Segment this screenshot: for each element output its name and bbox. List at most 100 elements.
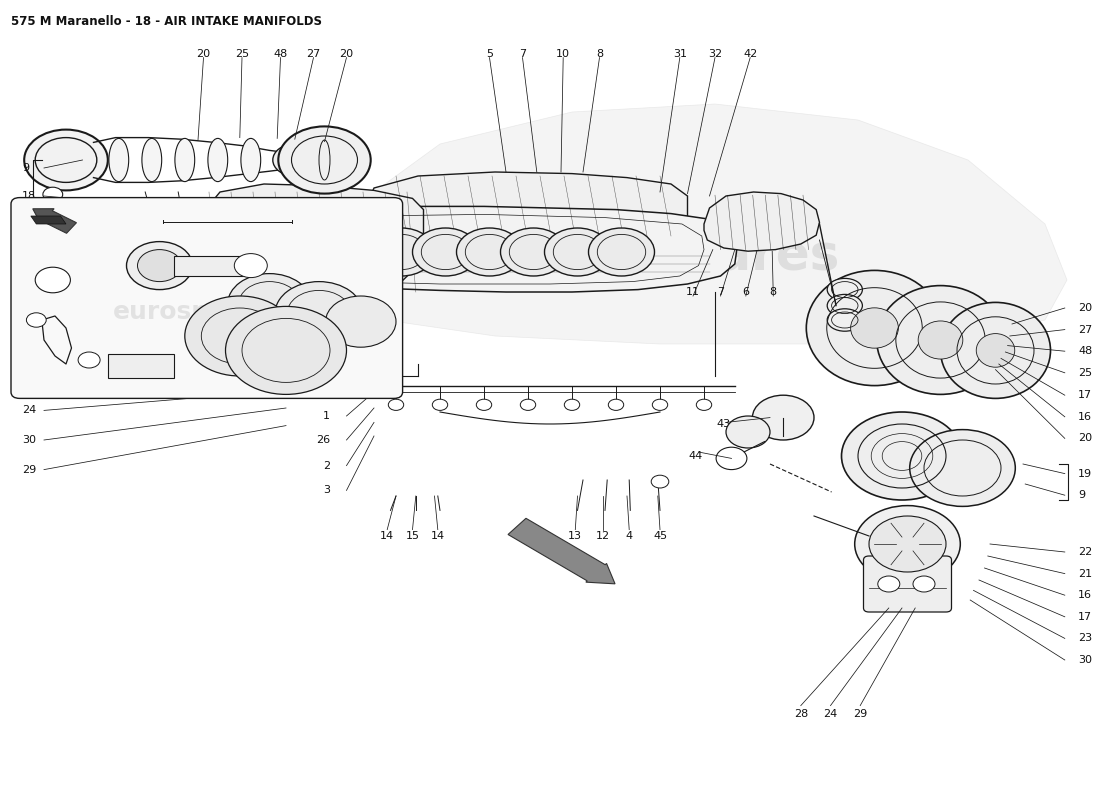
Circle shape — [306, 210, 389, 270]
Text: 17: 17 — [22, 259, 36, 269]
Circle shape — [456, 228, 522, 276]
Text: 16: 16 — [1078, 412, 1092, 422]
Circle shape — [126, 242, 192, 290]
Text: 44: 44 — [689, 451, 702, 461]
Text: eurospares: eurospares — [178, 322, 372, 350]
Circle shape — [432, 399, 448, 410]
Text: 34: 34 — [46, 277, 59, 286]
Text: 8: 8 — [770, 287, 777, 297]
Text: 12: 12 — [596, 531, 609, 541]
Text: 7: 7 — [717, 287, 724, 297]
Text: 33: 33 — [46, 303, 59, 313]
Text: 30: 30 — [22, 435, 36, 445]
Text: 15: 15 — [406, 531, 419, 541]
Text: 35: 35 — [230, 219, 243, 229]
Bar — [108, 354, 174, 378]
Ellipse shape — [827, 278, 862, 301]
Text: 23: 23 — [22, 347, 36, 357]
Text: 8: 8 — [596, 49, 603, 58]
FancyArrow shape — [33, 209, 77, 234]
Circle shape — [79, 216, 101, 232]
Text: 2: 2 — [323, 461, 330, 470]
Text: eurospares: eurospares — [524, 232, 840, 280]
Text: 32: 32 — [708, 49, 722, 58]
Text: 16: 16 — [22, 231, 36, 241]
Text: 16: 16 — [1078, 590, 1092, 600]
Circle shape — [326, 296, 396, 347]
Text: 575 M Maranello - 18 - AIR INTAKE MANIFOLDS: 575 M Maranello - 18 - AIR INTAKE MANIFO… — [11, 15, 322, 28]
Text: 6: 6 — [742, 287, 749, 297]
Text: 4: 4 — [626, 531, 632, 541]
Text: 28: 28 — [22, 377, 36, 386]
Text: 14: 14 — [431, 531, 444, 541]
Text: 20: 20 — [197, 49, 210, 58]
Circle shape — [273, 144, 317, 176]
Text: 13: 13 — [569, 531, 582, 541]
Bar — [174, 256, 245, 276]
Text: 9: 9 — [1078, 490, 1085, 500]
Circle shape — [476, 399, 492, 410]
Text: 26: 26 — [316, 435, 330, 445]
Text: 37: 37 — [189, 239, 202, 249]
Ellipse shape — [109, 138, 129, 182]
Ellipse shape — [827, 309, 862, 331]
Circle shape — [226, 306, 346, 394]
Text: 9: 9 — [22, 163, 29, 173]
Ellipse shape — [175, 138, 195, 182]
FancyBboxPatch shape — [11, 198, 403, 398]
Ellipse shape — [142, 138, 162, 182]
Ellipse shape — [940, 302, 1050, 398]
Text: 25: 25 — [235, 49, 249, 58]
Circle shape — [564, 399, 580, 410]
Circle shape — [78, 202, 102, 220]
Text: 19: 19 — [1078, 469, 1092, 478]
Ellipse shape — [850, 308, 899, 348]
Text: 10: 10 — [557, 49, 570, 58]
Circle shape — [716, 447, 747, 470]
Circle shape — [24, 130, 108, 190]
Text: 24: 24 — [824, 710, 837, 719]
Text: 48: 48 — [1078, 346, 1092, 356]
Text: 24: 24 — [22, 406, 36, 415]
Ellipse shape — [877, 286, 1004, 394]
PathPatch shape — [198, 184, 424, 304]
Text: eurospares: eurospares — [113, 300, 272, 324]
Text: 45: 45 — [653, 531, 667, 541]
Text: 11: 11 — [686, 287, 700, 297]
Text: 27: 27 — [1078, 325, 1092, 334]
Text: 7: 7 — [519, 49, 526, 58]
Text: 31: 31 — [673, 49, 686, 58]
Circle shape — [869, 516, 946, 572]
Text: 25: 25 — [1078, 368, 1092, 378]
Text: 27: 27 — [307, 49, 320, 58]
Text: 29: 29 — [22, 465, 36, 474]
Text: 36: 36 — [156, 239, 169, 249]
Circle shape — [368, 228, 434, 276]
Text: 3: 3 — [323, 486, 330, 495]
Circle shape — [141, 201, 156, 212]
Ellipse shape — [208, 138, 228, 182]
Circle shape — [520, 399, 536, 410]
Circle shape — [275, 282, 363, 346]
Ellipse shape — [977, 334, 1014, 367]
PathPatch shape — [704, 192, 820, 251]
Text: 29: 29 — [854, 710, 867, 719]
Ellipse shape — [918, 321, 962, 359]
Circle shape — [696, 399, 712, 410]
Text: 17: 17 — [1078, 612, 1092, 622]
Circle shape — [855, 506, 960, 582]
Circle shape — [608, 399, 624, 410]
Text: 39: 39 — [233, 323, 246, 333]
Circle shape — [388, 399, 404, 410]
FancyBboxPatch shape — [864, 556, 952, 612]
Text: 28: 28 — [794, 710, 807, 719]
Circle shape — [251, 208, 339, 272]
Text: 11: 11 — [316, 387, 330, 397]
Circle shape — [228, 274, 311, 334]
PathPatch shape — [363, 172, 688, 238]
Circle shape — [198, 212, 286, 276]
Circle shape — [752, 395, 814, 440]
Text: 20: 20 — [340, 49, 353, 58]
Circle shape — [651, 475, 669, 488]
Circle shape — [43, 187, 63, 202]
